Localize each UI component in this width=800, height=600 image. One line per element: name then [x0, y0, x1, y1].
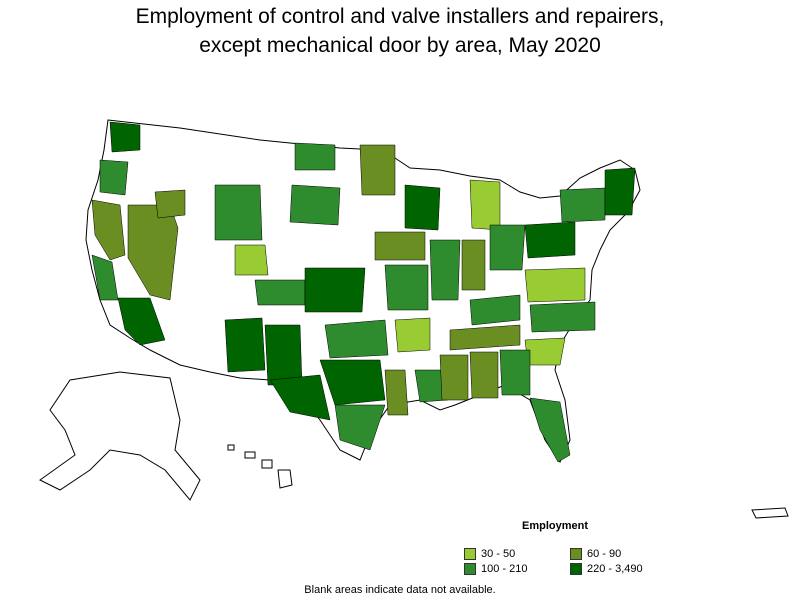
area-arizona [224, 317, 266, 373]
area-north-dakota [294, 142, 336, 171]
area-tennessee [449, 324, 521, 351]
area-south-dakota [289, 184, 341, 226]
area-patches [91, 121, 636, 463]
legend-title: Employment [522, 520, 589, 532]
title-line-2: except mechanical door by area, May 2020 [199, 34, 601, 57]
area-wyoming [214, 184, 263, 241]
area-texas-central [319, 359, 386, 406]
area-idaho [154, 189, 186, 219]
legend-swatch-4 [570, 563, 582, 575]
area-south-carolina [524, 337, 566, 366]
area-arkansas [394, 317, 431, 353]
area-mississippi [439, 354, 469, 401]
title-line-1: Employment of control and valve installe… [135, 5, 665, 28]
area-illinois [429, 239, 461, 301]
area-north-carolina [529, 301, 596, 333]
legend-item-4: 220 - 3,490 [570, 563, 643, 575]
hawaii-islands [227, 444, 293, 489]
area-georgia [499, 349, 531, 396]
legend-swatch-2 [570, 548, 582, 560]
area-colorado [254, 279, 306, 306]
area-oregon [99, 159, 129, 196]
area-texas-gulf [334, 404, 386, 451]
puerto-rico-outline [751, 507, 789, 519]
area-texas-east [384, 369, 409, 416]
area-missouri [384, 264, 429, 311]
area-virginia [524, 267, 586, 303]
area-indiana [461, 239, 486, 291]
area-kentucky [469, 294, 521, 326]
area-wisconsin [404, 184, 441, 231]
area-ohio [489, 224, 526, 271]
legend-item-3: 100 - 210 [464, 563, 527, 575]
legend-swatch-3 [464, 563, 476, 575]
legend-label-4: 220 - 3,490 [587, 563, 643, 575]
area-new-york [559, 187, 606, 223]
area-washington [109, 121, 141, 153]
footnote: Blank areas indicate data not available. [304, 584, 496, 596]
area-kansas [304, 267, 366, 313]
area-new-england [604, 167, 636, 216]
legend-label-3: 100 - 210 [481, 563, 528, 575]
area-california-north [91, 199, 126, 261]
area-new-mexico [264, 324, 303, 386]
area-alabama [469, 351, 499, 399]
area-iowa [374, 231, 426, 261]
area-florida [529, 397, 571, 463]
legend-swatch-1 [464, 548, 476, 560]
area-california-bay [91, 254, 119, 301]
map-title: Employment of control and valve installe… [0, 2, 800, 60]
legend-item-2: 60 - 90 [570, 548, 621, 560]
area-minnesota [359, 144, 396, 196]
area-utah-north [234, 244, 269, 276]
legend-label-1: 30 - 50 [481, 548, 516, 560]
area-california-south [117, 297, 166, 346]
area-michigan [469, 179, 501, 231]
area-texas-west [269, 374, 331, 421]
area-oklahoma [324, 319, 389, 359]
area-pennsylvania [524, 221, 576, 259]
alaska-outline [39, 371, 201, 501]
legend-label-2: 60 - 90 [587, 548, 622, 560]
legend-item-1: 30 - 50 [464, 548, 515, 560]
